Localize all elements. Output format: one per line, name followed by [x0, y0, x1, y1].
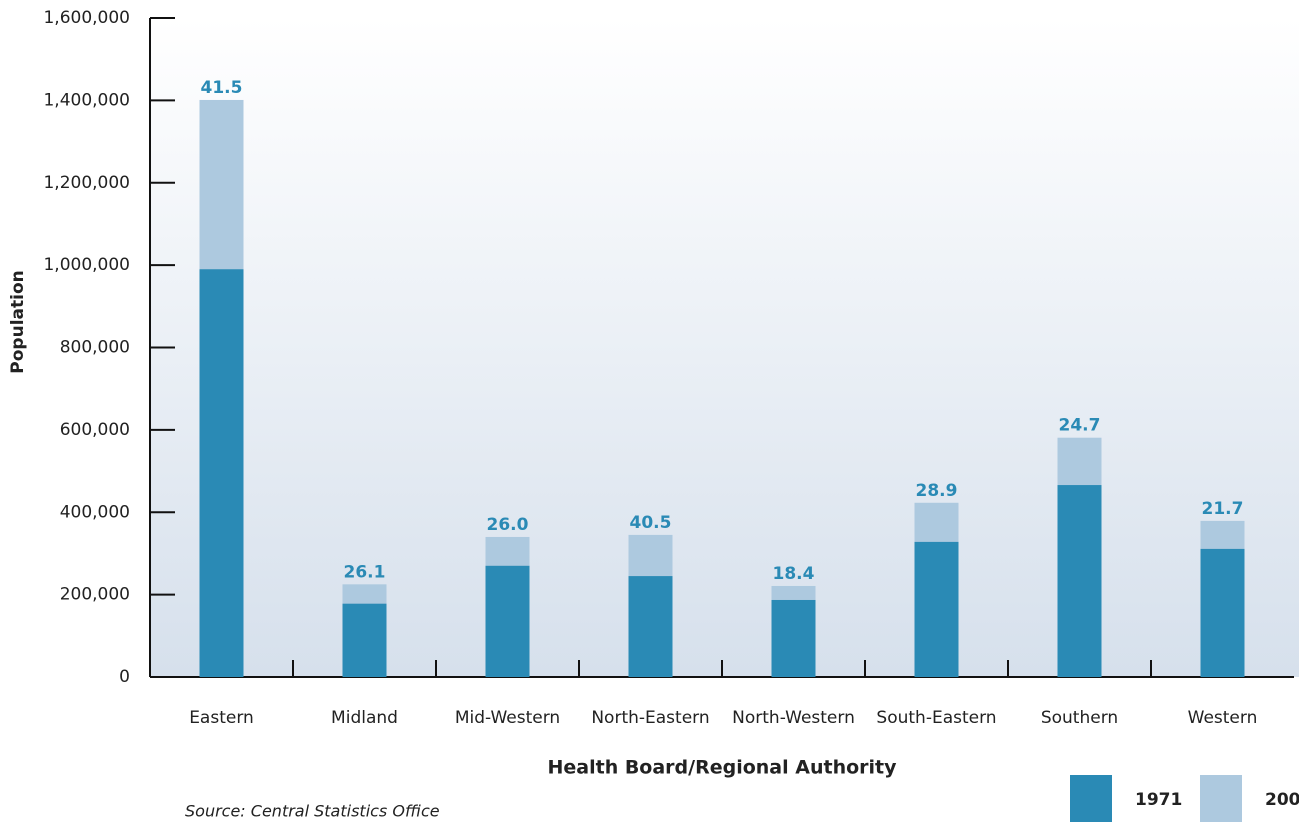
bar [1200, 548, 1245, 677]
x-tick-label: North-Western [732, 708, 855, 728]
y-tick-label: 1,600,000 [43, 8, 130, 28]
change-label: 21.7 [1202, 499, 1244, 519]
y-tick-label: 400,000 [60, 502, 130, 522]
change-label: 24.7 [1059, 416, 1101, 436]
y-tick-label: 200,000 [60, 585, 130, 605]
y-tick-label: 0 [119, 667, 130, 687]
y-tick-label: 1,200,000 [43, 173, 130, 193]
change-label: 26.1 [344, 562, 386, 582]
bar [914, 541, 959, 677]
legend-label: 1971 [1135, 790, 1182, 810]
y-tick-label: 800,000 [60, 338, 130, 358]
y-tick-label: 1,000,000 [43, 255, 130, 275]
x-tick-label: Eastern [189, 708, 254, 728]
x-tick-label: Western [1188, 708, 1258, 728]
bar [485, 565, 530, 677]
change-label: 41.5 [201, 78, 243, 98]
change-label: 40.5 [630, 513, 672, 533]
change-label: 26.0 [487, 515, 529, 535]
bar [771, 599, 816, 677]
plot-background [150, 18, 1299, 677]
bar [199, 269, 244, 677]
x-tick-label: North-Eastern [591, 708, 709, 728]
x-tick-label: Southern [1041, 708, 1118, 728]
x-tick-label: Midland [331, 708, 398, 728]
y-tick-label: 600,000 [60, 420, 130, 440]
change-label: 18.4 [773, 564, 815, 584]
bar [628, 576, 673, 677]
bar [342, 603, 387, 677]
legend-swatch [1070, 775, 1112, 822]
x-tick-label: South-Eastern [876, 708, 996, 728]
source-note: Source: Central Statistics Office [185, 802, 440, 821]
legend-label: 2002 [1265, 790, 1299, 810]
x-tick-label: Mid-Western [455, 708, 560, 728]
y-axis-title: Population [8, 270, 28, 373]
change-label: 28.9 [916, 481, 958, 501]
y-tick-label: 1,400,000 [43, 90, 130, 110]
bar [1057, 485, 1102, 677]
legend-swatch [1200, 775, 1242, 822]
x-axis-title: Health Board/Regional Authority [547, 757, 897, 779]
